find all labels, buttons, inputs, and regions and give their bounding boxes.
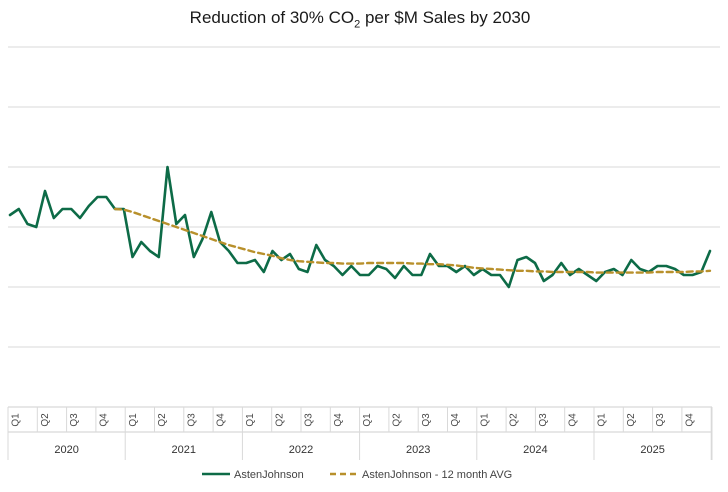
quarter-tick-label: Q2 [157, 413, 168, 427]
year-tick-label: 2020 [54, 444, 78, 456]
quarter-tick-label: Q2 [40, 413, 51, 427]
year-tick-label: 2024 [523, 444, 547, 456]
quarter-tick-label: Q3 [421, 413, 432, 427]
gridlines [8, 46, 720, 348]
quarter-tick-label: Q4 [567, 413, 578, 427]
series-line-12-month-avg [113, 207, 712, 274]
quarter-tick-label: Q4 [333, 413, 344, 427]
year-tick-label: 2021 [172, 444, 196, 456]
legend: AstenJohnson AstenJohnson - 12 month AVG [202, 469, 512, 481]
year-tick-label: 2023 [406, 444, 430, 456]
quarter-tick-label: Q1 [597, 413, 608, 427]
quarter-tick-label: Q2 [274, 413, 285, 427]
series-line-astenjohnson [8, 165, 712, 289]
x-axis: Q1 Q2 Q3 Q4 Q1 Q2 Q3 Q4 Q1 Q2 Q3 Q4 Q1 Q2 Q3 Q4 Q1 Q2 Q3 Q4… [7, 406, 713, 460]
quarter-tick-label: Q4 [450, 413, 461, 427]
year-tick-label: 2022 [289, 444, 313, 456]
quarter-tick-label: Q1 [128, 413, 139, 427]
quarter-tick-label: Q3 [69, 413, 80, 427]
quarter-tick-label: Q3 [304, 413, 315, 427]
chart-title: Reduction of 30% CO2 per $M Sales by 203… [189, 8, 531, 31]
quarter-tick-label: Q3 [538, 413, 549, 427]
legend-label: AstenJohnson [234, 469, 304, 481]
quarter-tick-label: Q1 [479, 413, 490, 427]
quarter-tick-label: Q4 [216, 413, 227, 427]
quarter-tick-label: Q3 [186, 413, 197, 427]
year-tick-label: 2025 [640, 444, 664, 456]
quarter-tick-label: Q2 [509, 413, 520, 427]
quarter-tick-label: Q2 [392, 413, 403, 427]
quarter-tick-label: Q1 [11, 413, 22, 427]
quarter-tick-label: Q1 [245, 413, 256, 427]
quarter-tick-label: Q1 [362, 413, 373, 427]
quarter-tick-label: Q3 [655, 413, 666, 427]
legend-label: AstenJohnson - 12 month AVG [362, 469, 512, 481]
quarter-tick-label: Q4 [685, 413, 696, 427]
series-layer [8, 165, 712, 289]
quarter-tick-label: Q4 [99, 413, 110, 427]
quarter-tick-label: Q2 [626, 413, 637, 427]
